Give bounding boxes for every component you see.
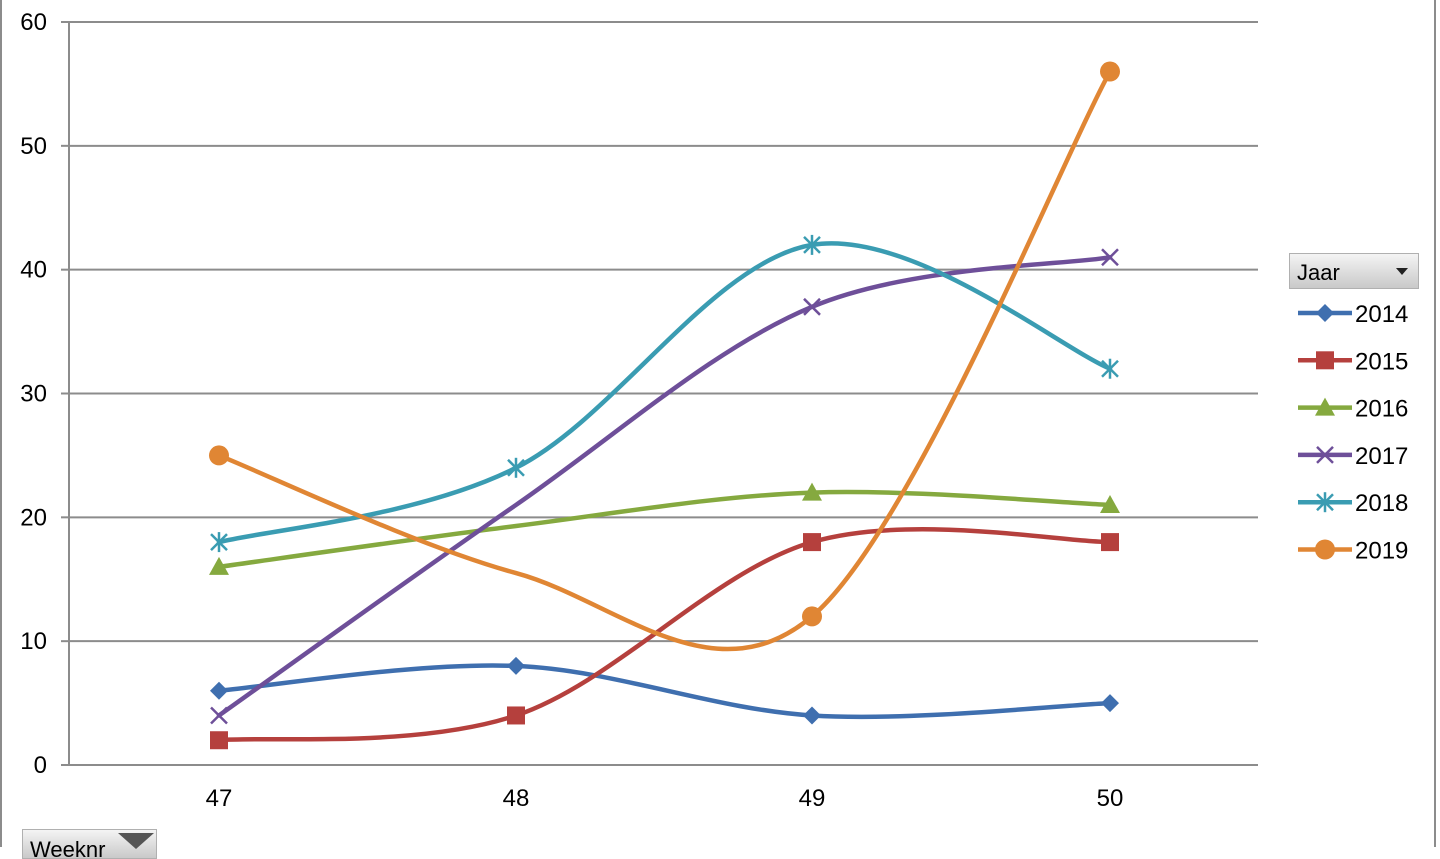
legend-filter-label: Jaar — [1297, 260, 1340, 285]
x-tick-label: 49 — [799, 785, 826, 812]
data-point-2018 — [1101, 358, 1119, 379]
legend-item-2017[interactable]: 2017 — [1298, 443, 1408, 470]
x-axis-ticks: 47 48 49 50 — [206, 785, 1124, 812]
dropdown-arrow-icon — [118, 833, 154, 849]
data-point-2014 — [507, 656, 525, 675]
gridlines — [69, 21, 1258, 643]
data-point-2016 — [1100, 494, 1120, 513]
legend-marker — [1316, 492, 1334, 513]
legend-label: 2018 — [1355, 490, 1408, 517]
legend-marker — [1316, 351, 1334, 370]
series-line-2014 — [216, 663, 1113, 720]
legend-marker — [1315, 397, 1335, 416]
legend-label: 2019 — [1355, 538, 1408, 565]
series-line-2016 — [216, 489, 1113, 570]
series-lines — [216, 69, 1113, 743]
y-tick-label: 50 — [20, 133, 47, 160]
data-point-2016 — [802, 482, 822, 501]
legend-label: 2015 — [1355, 348, 1408, 375]
legend-label: 2017 — [1355, 443, 1408, 470]
legend-marker — [1316, 304, 1334, 322]
legend-item-2018[interactable]: 2018 — [1298, 490, 1408, 517]
data-point-2015 — [507, 706, 525, 725]
legend-label: 2014 — [1355, 301, 1408, 328]
x-tick-label: 50 — [1097, 785, 1124, 812]
data-point-2014 — [1101, 694, 1119, 713]
data-point-2019 — [802, 606, 822, 627]
y-tick-label: 30 — [20, 381, 47, 408]
series-markers — [209, 61, 1120, 750]
axes — [61, 21, 1258, 766]
data-point-2017 — [803, 297, 821, 316]
data-point-2015 — [803, 533, 821, 552]
data-point-2015 — [210, 731, 228, 750]
axis-filter-label: Weeknr — [30, 837, 106, 859]
data-point-2019 — [209, 445, 229, 466]
data-point-2018 — [210, 532, 228, 553]
series-line-2015 — [216, 527, 1113, 743]
x-tick-label: 48 — [503, 785, 530, 812]
legend-item-2019[interactable]: 2019 — [1298, 538, 1408, 565]
y-tick-label: 20 — [20, 504, 47, 531]
y-tick-label: 60 — [20, 9, 47, 36]
axis-filter-button[interactable]: Weeknr — [22, 829, 157, 859]
legend: 2014 2015 2016 2017 2018 2019 — [1298, 301, 1408, 565]
data-point-2014 — [210, 681, 228, 700]
legend-label: 2016 — [1355, 396, 1408, 423]
y-tick-label: 40 — [20, 257, 47, 284]
series-line-2019 — [216, 69, 1113, 652]
data-point-2018 — [803, 234, 821, 255]
data-point-2019 — [1100, 61, 1120, 82]
chevron-down-icon — [1396, 268, 1408, 275]
legend-item-2014[interactable]: 2014 — [1298, 301, 1408, 328]
legend-marker — [1315, 539, 1335, 560]
series-line-2017 — [216, 255, 1113, 718]
data-point-2015 — [1101, 533, 1119, 552]
y-tick-label: 0 — [34, 752, 47, 779]
x-tick-label: 47 — [206, 785, 233, 812]
data-point-2014 — [803, 706, 821, 725]
legend-item-2016[interactable]: 2016 — [1298, 396, 1408, 423]
legend-item-2015[interactable]: 2015 — [1298, 348, 1408, 375]
data-point-2018 — [507, 457, 525, 478]
data-point-2017 — [210, 706, 228, 725]
legend-filter-button[interactable]: Jaar — [1289, 253, 1419, 289]
data-point-2016 — [209, 556, 229, 575]
y-axis-ticks: 0 10 20 30 40 50 60 — [20, 9, 47, 779]
legend-marker — [1316, 446, 1334, 464]
y-tick-label: 10 — [20, 628, 47, 655]
data-point-2017 — [1101, 248, 1119, 267]
